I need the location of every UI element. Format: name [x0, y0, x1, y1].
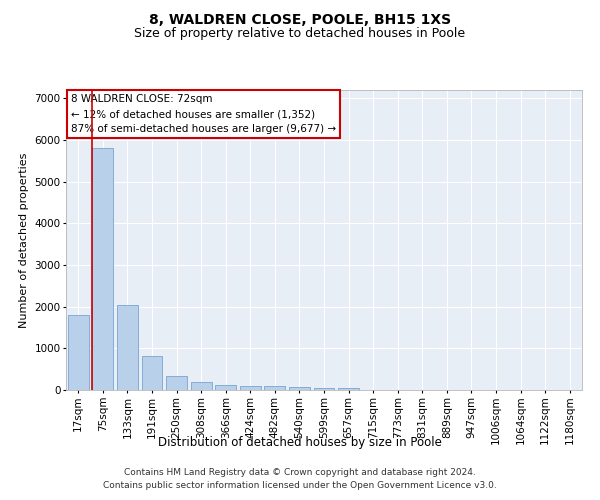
Bar: [289, 387, 310, 390]
Bar: [117, 304, 138, 390]
Text: Contains public sector information licensed under the Open Government Licence v3: Contains public sector information licen…: [103, 480, 497, 490]
Bar: [240, 386, 261, 390]
Text: Distribution of detached houses by size in Poole: Distribution of detached houses by size …: [158, 436, 442, 449]
Text: Contains HM Land Registry data © Crown copyright and database right 2024.: Contains HM Land Registry data © Crown c…: [124, 468, 476, 477]
Bar: [215, 385, 236, 390]
Bar: [191, 382, 212, 390]
Bar: [68, 315, 89, 390]
Bar: [265, 386, 286, 390]
Text: 8 WALDREN CLOSE: 72sqm
← 12% of detached houses are smaller (1,352)
87% of semi-: 8 WALDREN CLOSE: 72sqm ← 12% of detached…: [71, 94, 336, 134]
Bar: [142, 356, 163, 390]
Bar: [338, 388, 359, 390]
Text: 8, WALDREN CLOSE, POOLE, BH15 1XS: 8, WALDREN CLOSE, POOLE, BH15 1XS: [149, 12, 451, 26]
Bar: [92, 148, 113, 390]
Y-axis label: Number of detached properties: Number of detached properties: [19, 152, 29, 328]
Bar: [166, 376, 187, 390]
Text: Size of property relative to detached houses in Poole: Size of property relative to detached ho…: [134, 28, 466, 40]
Bar: [314, 388, 334, 390]
